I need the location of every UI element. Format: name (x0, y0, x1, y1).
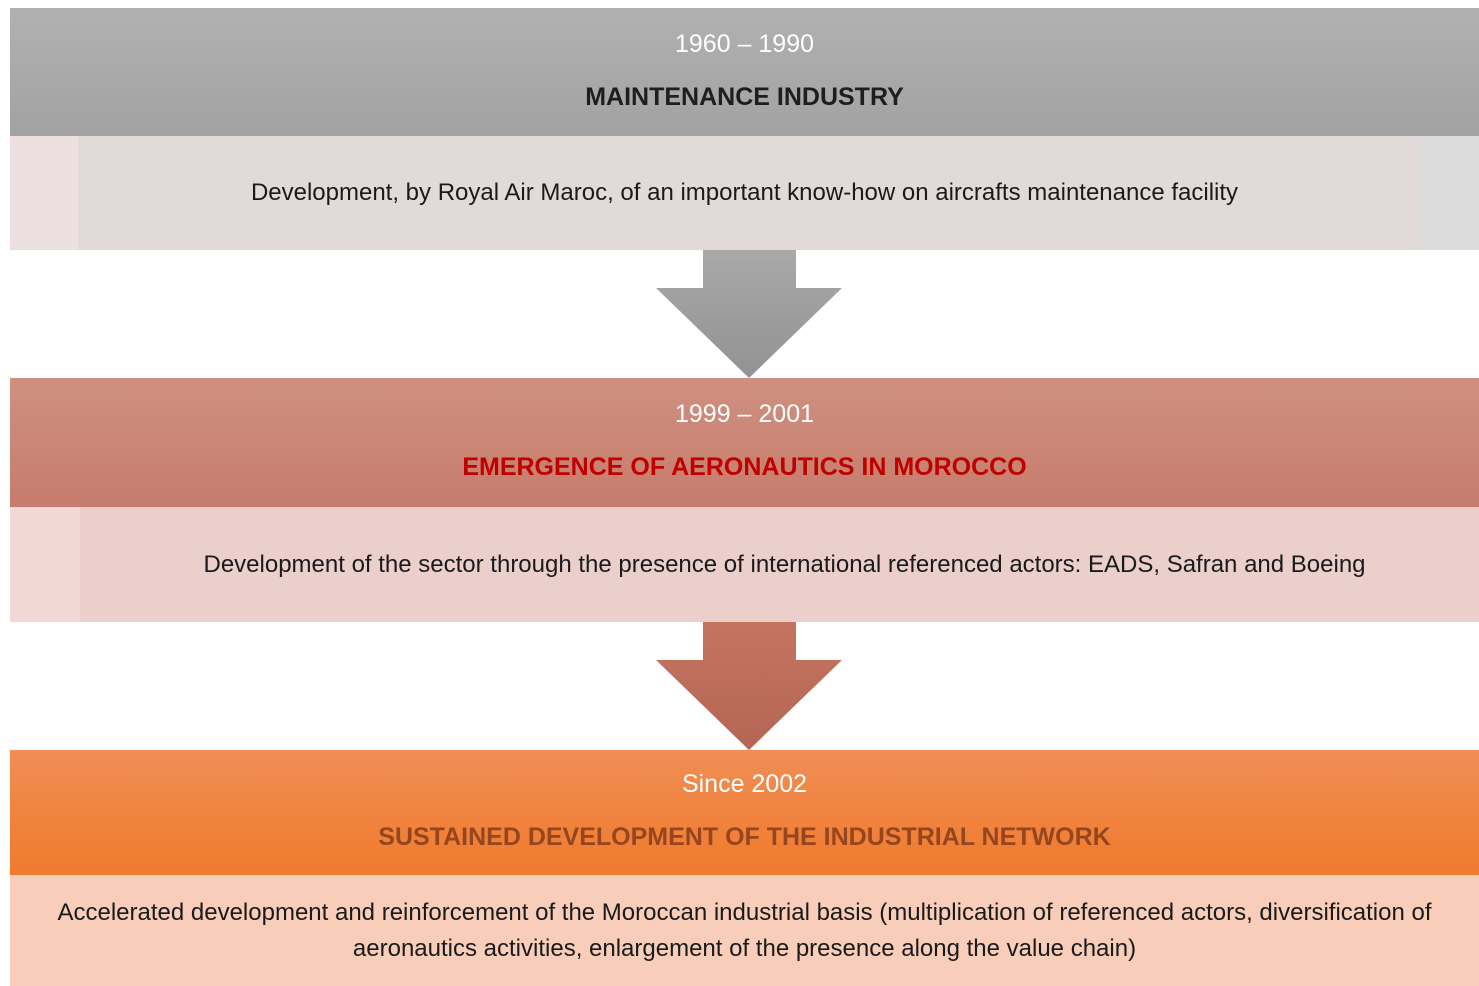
stage-period: Since 2002 (681, 770, 808, 798)
arrow (656, 250, 842, 378)
stage-body: Accelerated development and reinforcemen… (10, 875, 1479, 986)
stage-title: EMERGENCE OF AERONAUTICS IN MOROCCO (462, 453, 1027, 481)
stage-description: Development, by Royal Air Maroc, of an i… (250, 179, 1239, 206)
stage-header: 1999 – 2001 EMERGENCE OF AERONAUTICS IN … (10, 378, 1479, 507)
stage-description: Accelerated development and reinforcemen… (57, 898, 1432, 962)
strip (1420, 136, 1479, 250)
stage-title: SUSTAINED DEVELOPMENT OF THE INDUSTRIAL … (378, 823, 1111, 851)
stage-title: MAINTENANCE INDUSTRY (585, 83, 904, 111)
arrow (656, 622, 842, 750)
stage-period: 1960 – 1990 (674, 30, 815, 58)
stage-body: Development of the sector through the pr… (10, 507, 1479, 622)
stage-description: Development of the sector through the pr… (203, 550, 1366, 578)
stage-header: 1960 – 1990 MAINTENANCE INDUSTRY (10, 8, 1479, 136)
stage-body: Development, by Royal Air Maroc, of an i… (10, 136, 1479, 250)
stage-header: Since 2002 SUSTAINED DEVELOPMENT OF THE … (10, 750, 1479, 875)
strip (10, 136, 78, 250)
stage-period: 1999 – 2001 (674, 400, 815, 428)
strip (10, 507, 80, 622)
